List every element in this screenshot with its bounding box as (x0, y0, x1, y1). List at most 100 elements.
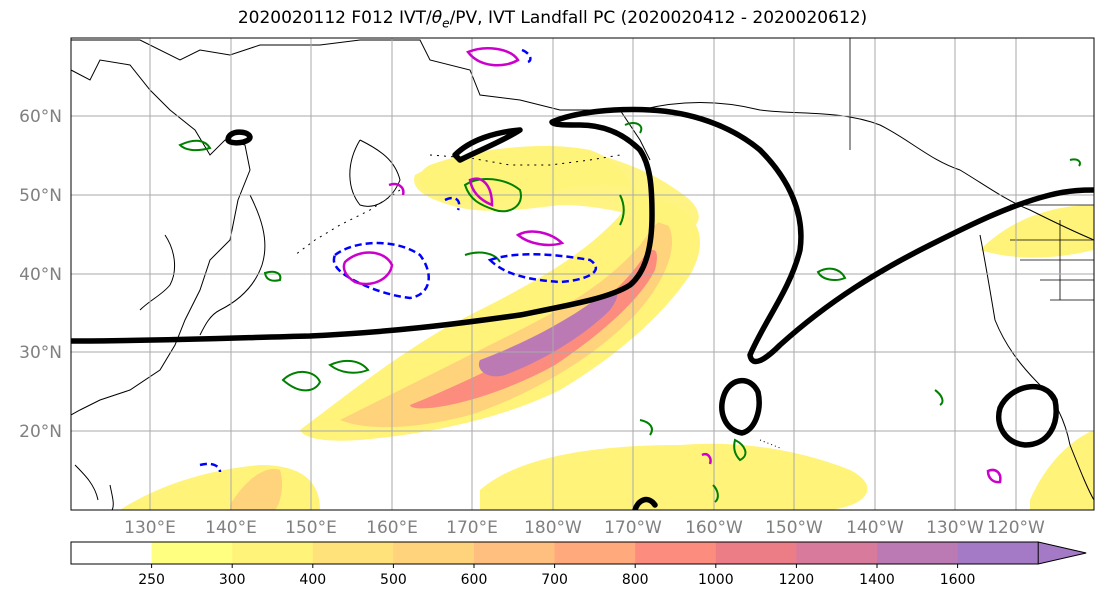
map-title: 2020020112 F012 IVT/θe/PV, IVT Landfall … (0, 8, 1105, 30)
lon-label: 140°W (846, 518, 904, 538)
theta-contour-7 (733, 438, 747, 462)
lon-label: 130°E (124, 518, 176, 538)
theta-contour-2 (281, 371, 322, 392)
theta-e-contours (178, 122, 1081, 503)
pv-pos-7 (701, 453, 712, 465)
pv-pos-1 (342, 251, 394, 286)
pc-contour-hook (452, 127, 523, 163)
theta-contour-9 (464, 251, 501, 263)
pv-pos-3 (515, 230, 565, 247)
colorbar-label: 1600 (940, 572, 976, 588)
colorbar-extend-arrow (1037, 541, 1087, 565)
lon-label: 160°E (366, 518, 418, 538)
pv-pos-5 (388, 182, 405, 196)
graticule (71, 38, 1094, 510)
pv-neg-3 (199, 462, 222, 473)
colorbar-label: 300 (219, 572, 246, 588)
colorbar-segment (312, 542, 394, 564)
pc-contour-east-loop (996, 383, 1059, 448)
ivt-se-corner (1030, 430, 1094, 510)
colorbar-label: 500 (380, 572, 407, 588)
lat-label: 40°N (19, 265, 62, 285)
lon-label: 130°W (926, 518, 984, 538)
pc-contour-bottom (632, 496, 658, 510)
colorbar-label: 1000 (698, 572, 734, 588)
theta-contour-13 (1069, 158, 1081, 167)
theta-contour-12 (934, 389, 944, 406)
map-frame (70, 37, 1095, 511)
title-pre: 2020020112 F012 IVT/ (237, 8, 432, 28)
colorbar-segment (715, 542, 797, 564)
ivt-shading (120, 145, 1094, 510)
japan-coast (199, 194, 266, 336)
pv-pos-4 (468, 177, 494, 207)
colorbar-label: 1200 (779, 572, 815, 588)
pv-pos-2 (466, 47, 520, 67)
kamchatka-coast (349, 139, 401, 207)
colorbar-label: 700 (541, 572, 568, 588)
lat-label: 20°N (19, 422, 62, 442)
theta-contour-8 (639, 419, 653, 436)
colorbar-segment (232, 542, 314, 564)
colorbar-segment (635, 542, 717, 564)
colorbar-label: 800 (622, 572, 649, 588)
pc-contour-hawaii (719, 378, 762, 436)
lon-label: 140°E (205, 518, 257, 538)
ivt-river-outer (300, 145, 700, 441)
philippines-coast (74, 464, 114, 510)
ivt-west-coast (980, 205, 1094, 258)
title-theta: θ (431, 8, 443, 28)
us-states (1010, 220, 1094, 301)
colorbar (70, 541, 1087, 565)
ivt-sw-core (230, 469, 283, 510)
colorbar-labels: 250 300 400 500 600 700 800 1000 1200 1400 1600 (138, 564, 975, 588)
colorbar-segment (796, 542, 878, 564)
pv-neg-2 (487, 253, 597, 284)
alaska-coast (639, 102, 1094, 241)
theta-contour-4 (178, 139, 212, 152)
colorbar-segment (71, 542, 153, 564)
colorbar-label: 1400 (859, 572, 895, 588)
landfall-pc-contours (71, 106, 1094, 510)
lon-label: 150°W (765, 518, 823, 538)
pv-neg-1 (332, 241, 430, 300)
title-theta-subscript: e (442, 16, 450, 31)
ivt-tropical-band (480, 443, 868, 510)
lon-label: 160°W (685, 518, 743, 538)
theta-contour-6 (619, 194, 625, 226)
theta-contour-10 (624, 122, 643, 134)
colorbar-segment (151, 542, 233, 564)
lat-label: 30°N (19, 343, 62, 363)
theta-contour-3 (328, 359, 370, 374)
theta-contour-5 (816, 267, 847, 281)
colorbar-label: 250 (138, 572, 165, 588)
lon-label: 170°W (604, 518, 662, 538)
pv-neg-5 (521, 48, 532, 64)
pc-contour-small-nw (225, 129, 253, 146)
colorbar-label: 400 (299, 572, 326, 588)
korea-coast (139, 234, 176, 311)
pc-contour-main (71, 106, 1094, 365)
ivt-river-max (478, 291, 618, 377)
pv-positive-contours (342, 47, 1002, 484)
latitude-labels: 20°N 30°N 40°N 50°N 60°N (19, 107, 62, 442)
theta-contour-14 (712, 484, 719, 503)
lat-label: 60°N (19, 107, 62, 127)
lon-label: 150°E (285, 518, 337, 538)
ivt-north-lobe (414, 148, 699, 230)
pv-negative-contours (199, 48, 597, 473)
colorbar-segment (957, 542, 1039, 564)
theta-contour-1 (463, 178, 522, 213)
longitude-labels: 130°E 140°E 150°E 160°E 170°E 180°W 170°W 160°W… (124, 518, 1045, 538)
pv-pos-6 (986, 468, 1002, 484)
theta-contour-11 (263, 270, 282, 282)
colorbar-segment (877, 542, 959, 564)
title-post: /PV, IVT Landfall PC (2020020412 - 20200… (449, 8, 868, 28)
colorbar-label: 600 (461, 572, 488, 588)
colorbar-segment (393, 542, 475, 564)
lon-label: 120°W (987, 518, 1045, 538)
colorbar-segment (554, 542, 636, 564)
pv-neg-4 (444, 196, 461, 211)
lon-label: 170°E (446, 518, 498, 538)
